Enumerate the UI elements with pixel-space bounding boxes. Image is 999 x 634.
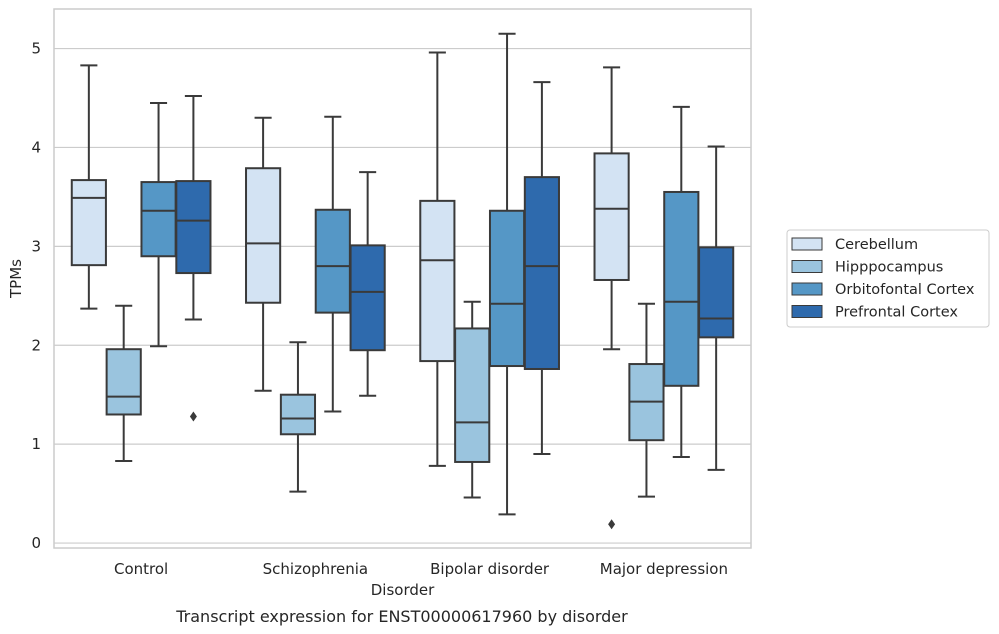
box-iqr	[523, 176, 560, 370]
legend-label: Hipppocampus	[835, 260, 943, 276]
box-prefrontal-cortex-1	[349, 171, 386, 397]
box-prefrontal-cortex-3	[698, 145, 735, 471]
box-iqr	[314, 208, 351, 314]
box-iqr	[488, 209, 526, 368]
box-hipppocampus-0	[105, 304, 142, 462]
y-tick-label: 3	[31, 237, 41, 255]
box-cerebellum-1	[245, 116, 282, 392]
box-prefrontal-cortex-0	[175, 95, 212, 422]
legend-swatch	[791, 305, 823, 318]
legend-label: Orbitofontal Cortex	[835, 282, 975, 298]
box-iqr	[454, 327, 491, 463]
box-cerebellum-3	[593, 66, 630, 530]
y-axis-label: TPMs	[7, 259, 25, 299]
plot-frame	[53, 8, 752, 549]
box-iqr	[105, 348, 142, 416]
box-orbitofontal-cortex-3	[663, 105, 700, 459]
x-axis-label: Disorder	[371, 581, 435, 599]
series-hipppocampus	[105, 300, 665, 499]
box-iqr	[279, 393, 317, 436]
y-tick-label: 1	[31, 435, 41, 453]
x-tick-label: Control	[114, 560, 168, 578]
legend-item: Prefrontal Cortex	[791, 305, 958, 321]
legend-label: Prefrontal Cortex	[835, 305, 958, 321]
box-iqr	[419, 199, 456, 363]
box-prefrontal-cortex-2	[523, 81, 560, 456]
box-hipppocampus-3	[628, 302, 665, 498]
box-iqr	[593, 152, 630, 281]
box-hipppocampus-2	[454, 300, 491, 499]
series-cerebellum	[70, 51, 630, 530]
legend-item: Cerebellum	[791, 237, 918, 253]
y-tick-label: 4	[31, 138, 41, 156]
box-iqr	[698, 246, 735, 339]
legend-item: Hipppocampus	[791, 260, 943, 276]
x-tick-label: Major depression	[600, 560, 728, 578]
outlier-point	[608, 519, 616, 530]
legend-swatch	[791, 237, 823, 251]
legend-label: Cerebellum	[835, 237, 918, 253]
box-iqr	[175, 180, 212, 275]
legend-swatch	[791, 282, 823, 296]
legend: Cerebellum Hipppocampus Orbitofontal Corte…	[786, 229, 990, 328]
box-cerebellum-2	[419, 51, 456, 467]
box-iqr	[349, 244, 386, 352]
box-series	[70, 32, 735, 530]
legend-swatch	[791, 260, 823, 273]
x-tick-label: Schizophrenia	[263, 560, 368, 578]
x-tick-label: Bipolar disorder	[430, 560, 550, 578]
box-iqr	[663, 190, 700, 387]
box-orbitofontal-cortex-0	[140, 101, 177, 348]
box-iqr	[140, 181, 177, 258]
y-tick-label: 0	[31, 534, 41, 552]
outlier-point	[189, 411, 197, 422]
y-axis-ticks: 0 1 2 3 4 5	[31, 40, 41, 552]
series-prefrontal-cortex	[175, 81, 735, 471]
box-iqr	[245, 167, 282, 304]
box-iqr	[70, 179, 107, 267]
x-axis-ticks: Control Schizophrenia Bipolar disorder Majo…	[114, 560, 728, 578]
legend-frame	[786, 229, 990, 328]
box-hipppocampus-1	[279, 341, 317, 493]
legend-item: Orbitofontal Cortex	[791, 282, 975, 298]
box-orbitofontal-cortex-1	[314, 115, 351, 413]
box-orbitofontal-cortex-2	[488, 32, 526, 516]
box-cerebellum-0	[70, 64, 107, 310]
y-tick-label: 2	[31, 336, 41, 354]
y-tick-label: 5	[31, 40, 41, 58]
chart-caption: Transcript expression for ENST0000061796…	[175, 607, 628, 626]
